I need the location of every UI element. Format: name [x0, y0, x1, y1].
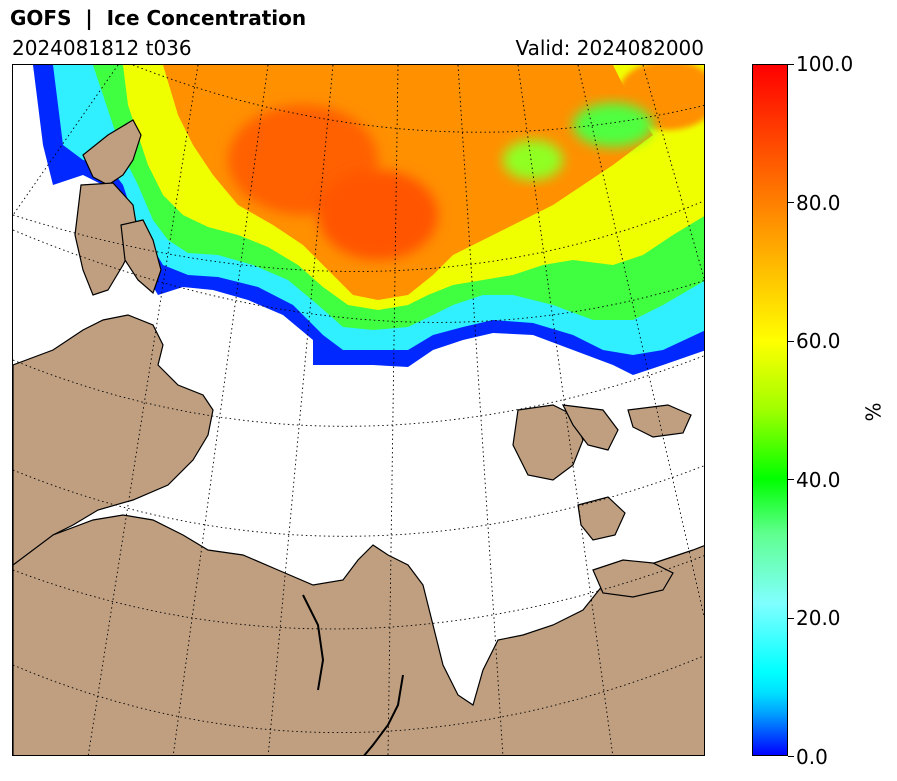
longitude-line — [457, 65, 504, 755]
river-west — [302, 594, 325, 691]
land-archipelago-2 — [561, 404, 619, 451]
longitude-line — [267, 65, 334, 755]
colorbar-tick — [788, 341, 794, 342]
land-southern-continent — [13, 514, 704, 755]
colorbar-tick-label: 60.0 — [796, 329, 841, 353]
land-arctic-island-nw — [82, 119, 142, 186]
ice-green-patch — [573, 103, 653, 147]
latitude-line — [132, 65, 704, 133]
colorbar-tick-label: 100.0 — [796, 52, 854, 76]
land — [13, 119, 704, 755]
land-archipelago-4 — [577, 496, 626, 541]
latitude-line — [13, 200, 704, 272]
latitude-line — [13, 555, 704, 630]
run-label: 2024081812 t036 — [12, 36, 192, 60]
river-central — [363, 674, 404, 755]
ice-red-core-2 — [318, 170, 438, 260]
latitude-line — [13, 655, 704, 733]
latitude-line — [13, 355, 704, 427]
colorbar — [752, 64, 788, 756]
colorbar-tick — [788, 479, 794, 480]
land-arctic-island-w — [74, 182, 139, 296]
longitude-line — [577, 65, 704, 619]
sea-ice-field — [33, 65, 704, 375]
land-east-coast-island — [592, 559, 674, 598]
colorbar-tick-label: 20.0 — [796, 606, 841, 630]
colorbar-unit-label: % — [861, 402, 886, 422]
colorbar-tick — [788, 618, 794, 619]
map-panel[interactable] — [12, 64, 705, 756]
land-peninsula-w — [120, 219, 162, 295]
colorbar-tick — [788, 202, 794, 203]
colorbar-tick-label: 80.0 — [796, 191, 841, 215]
longitude-line — [387, 65, 399, 755]
valid-time-label: Valid: 2024082000 — [515, 36, 704, 60]
page-title: GOFS | Ice Concentration — [10, 6, 307, 30]
colorbar-tick-label: 0.0 — [796, 745, 828, 769]
colorbar-tick — [788, 756, 794, 757]
ice-green-patch-2 — [503, 140, 563, 180]
graticule — [13, 65, 704, 755]
latitude-line — [13, 465, 704, 537]
map-canvas — [13, 65, 704, 755]
colorbar-tick — [788, 64, 794, 65]
rivers — [302, 594, 404, 755]
land-western-continent — [13, 314, 214, 566]
land-archipelago-1 — [512, 404, 584, 481]
colorbar-tick-label: 40.0 — [796, 468, 841, 492]
